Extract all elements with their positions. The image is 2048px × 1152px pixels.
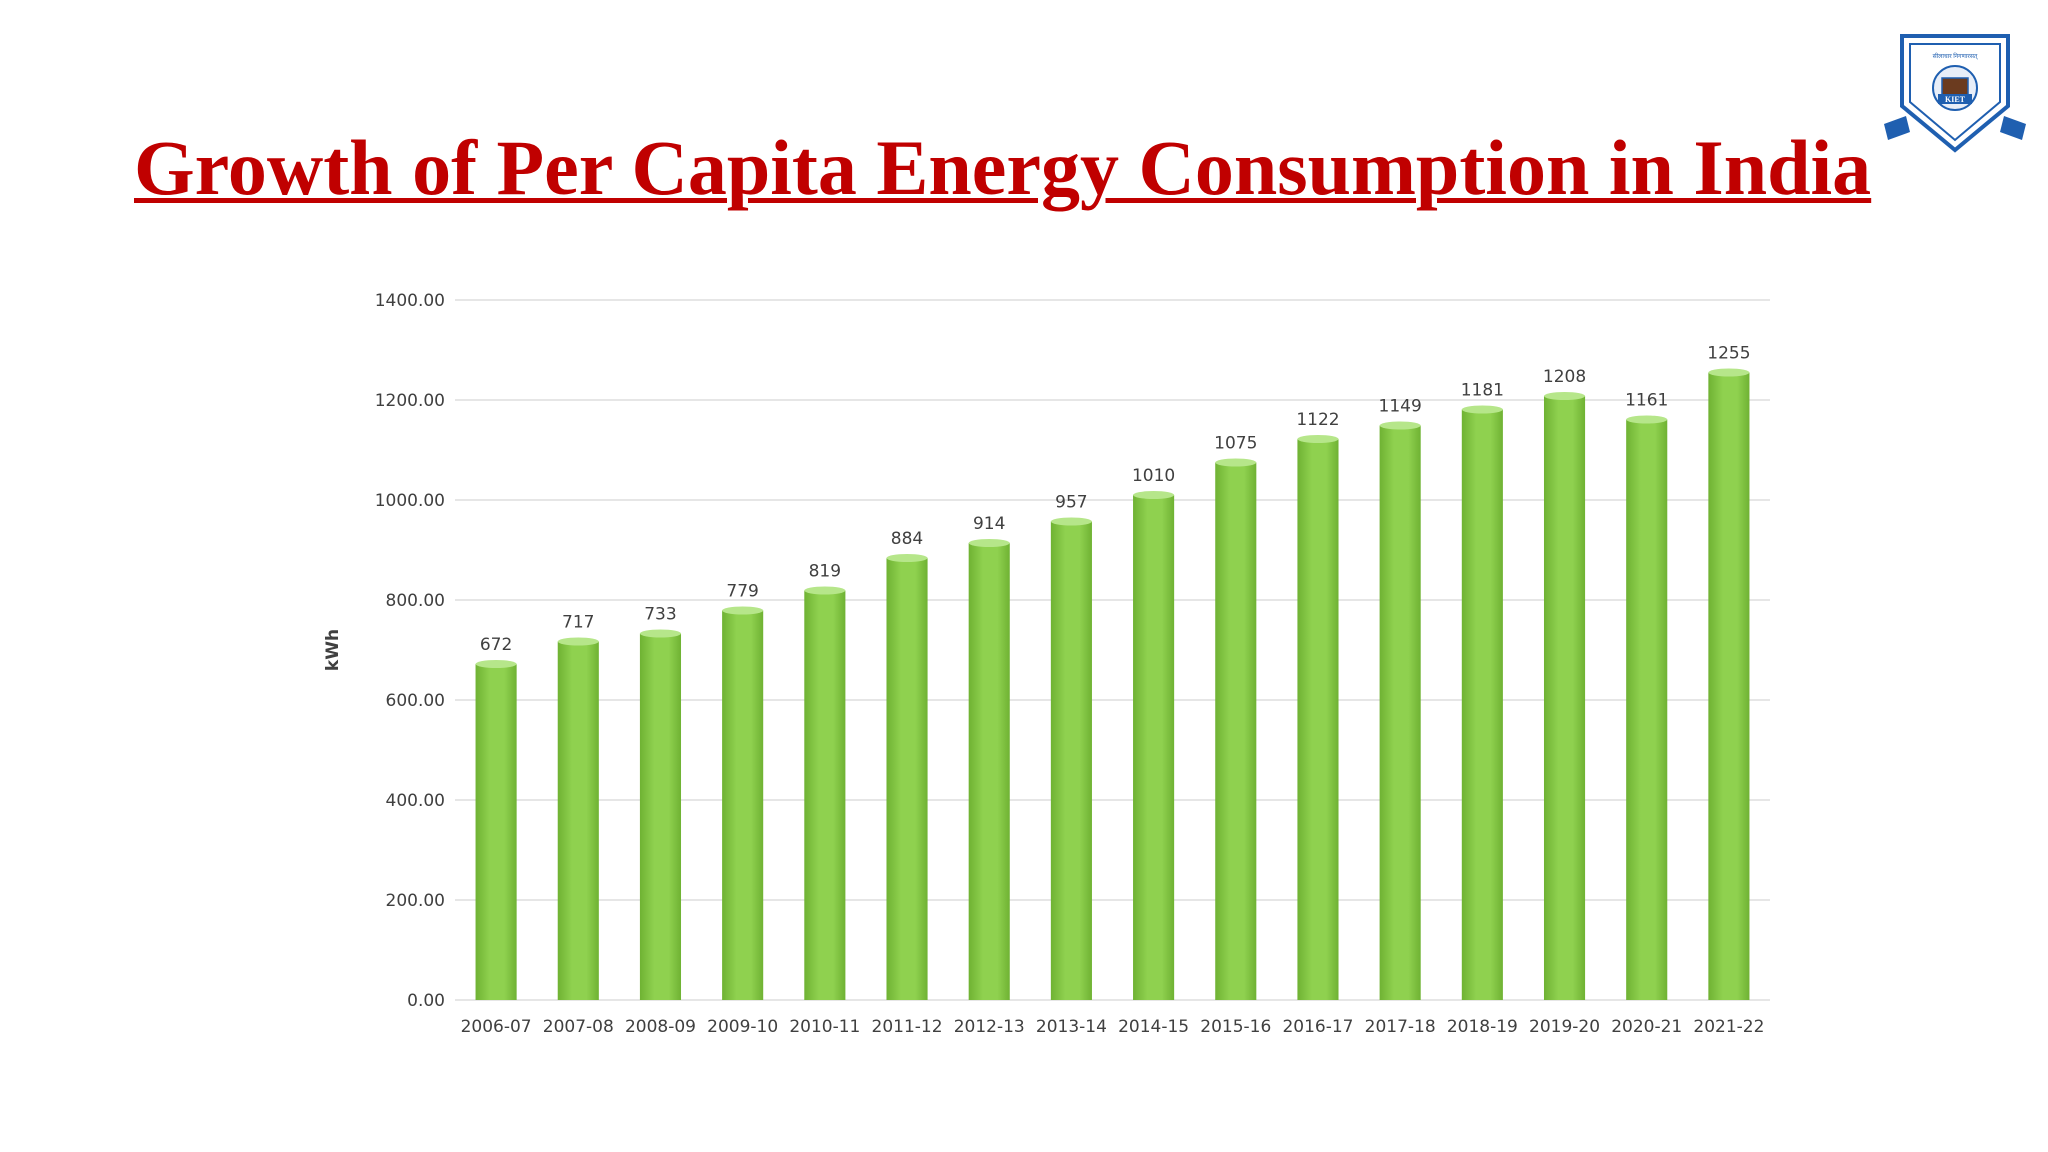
slide-title: Growth of Per Capita Energy Consumption …	[134, 124, 1872, 211]
bar	[1461, 409, 1503, 1000]
y-tick-label: 600.00	[386, 691, 445, 711]
bar	[722, 610, 764, 1000]
bar	[1215, 462, 1257, 1000]
bar-cap	[557, 637, 599, 646]
x-tick-label: 2019-20	[1529, 1017, 1600, 1037]
bar	[1297, 439, 1339, 1000]
data-label: 957	[1055, 493, 1087, 513]
data-label: 1255	[1707, 344, 1750, 364]
x-tick-label: 2007-08	[543, 1017, 614, 1037]
data-label: 779	[726, 582, 758, 602]
bar	[475, 664, 517, 1000]
x-tick-label: 2010-11	[789, 1017, 860, 1037]
x-tick-label: 2011-12	[872, 1017, 943, 1037]
data-label: 1149	[1379, 397, 1422, 417]
bar	[557, 641, 599, 1000]
bar-cap	[1461, 405, 1503, 414]
data-label: 717	[562, 613, 594, 633]
bar	[1708, 372, 1750, 1000]
data-label: 672	[480, 635, 512, 655]
bar-cap	[1297, 435, 1339, 443]
x-tick-label: 2021-22	[1693, 1017, 1764, 1037]
y-tick-label: 1000.00	[375, 491, 445, 511]
y-axis-ticks: 0.00 200.00 400.00 600.00 800.00 1000.00 1200.…	[375, 291, 445, 1011]
y-tick-label: 800.00	[386, 591, 445, 611]
bar-cap	[804, 586, 846, 595]
bar	[1626, 419, 1668, 1000]
kiet-logo-icon: KIET सीलाचार निगणारसत्	[1884, 34, 2026, 153]
logo-motto-text: सीलाचार निगणारसत्	[1933, 52, 1979, 60]
bar-cap	[886, 554, 928, 562]
data-label: 819	[809, 562, 841, 582]
data-label: 1010	[1132, 466, 1175, 486]
bar-cap	[1626, 415, 1668, 424]
data-label: 1122	[1296, 410, 1339, 430]
bar	[1050, 521, 1092, 1000]
bar	[886, 558, 928, 1000]
data-label: 884	[891, 529, 923, 549]
bar-chart: 0.00 200.00 400.00 600.00 800.00 1000.00 1200.…	[323, 291, 1770, 1037]
x-tick-label: 2014-15	[1118, 1017, 1189, 1037]
x-tick-label: 2006-07	[461, 1017, 532, 1037]
data-label: 1161	[1625, 391, 1668, 411]
x-tick-label: 2013-14	[1036, 1017, 1107, 1037]
bar-cap	[1379, 421, 1421, 430]
bar	[804, 590, 846, 1000]
x-tick-label: 2017-18	[1365, 1017, 1436, 1037]
x-tick-label: 2015-16	[1200, 1017, 1271, 1037]
bar-cap	[639, 629, 682, 638]
x-tick-label: 2009-10	[707, 1017, 778, 1037]
data-label: 914	[973, 514, 1005, 534]
bar-cap	[1708, 368, 1750, 377]
y-axis-label: kWh	[323, 629, 343, 671]
logo-badge-text: KIET	[1945, 95, 1966, 104]
bar-cap	[722, 606, 764, 615]
x-tick-label: 2020-21	[1611, 1017, 1682, 1037]
x-tick-label: 2012-13	[954, 1017, 1025, 1037]
x-tick-label: 2008-09	[625, 1017, 696, 1037]
x-axis-ticks: 2006-07 2007-08 2008-09 2009-10 2010-11 2011-…	[461, 1017, 1765, 1037]
data-label: 1208	[1543, 367, 1586, 387]
y-tick-label: 400.00	[386, 791, 445, 811]
bar	[1543, 396, 1586, 1000]
bar-cap	[1543, 392, 1586, 400]
y-tick-label: 200.00	[386, 891, 445, 911]
data-labels: 672 717 733 779 819 884 914 957 1010 1075 1122 1149…	[480, 344, 1751, 656]
bar	[968, 543, 1010, 1000]
bar	[1379, 425, 1421, 1000]
y-tick-label: 1400.00	[375, 291, 445, 311]
bar-cap	[1050, 517, 1092, 526]
data-label: 1181	[1461, 381, 1504, 401]
data-label: 1075	[1214, 434, 1257, 454]
data-label: 733	[644, 605, 676, 625]
x-tick-label: 2016-17	[1282, 1017, 1353, 1037]
bar	[639, 633, 682, 1000]
bar-cap	[475, 660, 517, 668]
y-tick-label: 0.00	[407, 991, 445, 1011]
x-tick-label: 2018-19	[1447, 1017, 1518, 1037]
bar-cap	[1215, 458, 1257, 467]
bar-cap	[968, 539, 1010, 547]
bars	[475, 368, 1750, 1000]
logo-emblem: KIET सीलाचार निगणारसत्	[1884, 34, 2026, 153]
bar-cap	[1133, 491, 1175, 499]
y-tick-label: 1200.00	[375, 391, 445, 411]
bar	[1133, 495, 1175, 1000]
